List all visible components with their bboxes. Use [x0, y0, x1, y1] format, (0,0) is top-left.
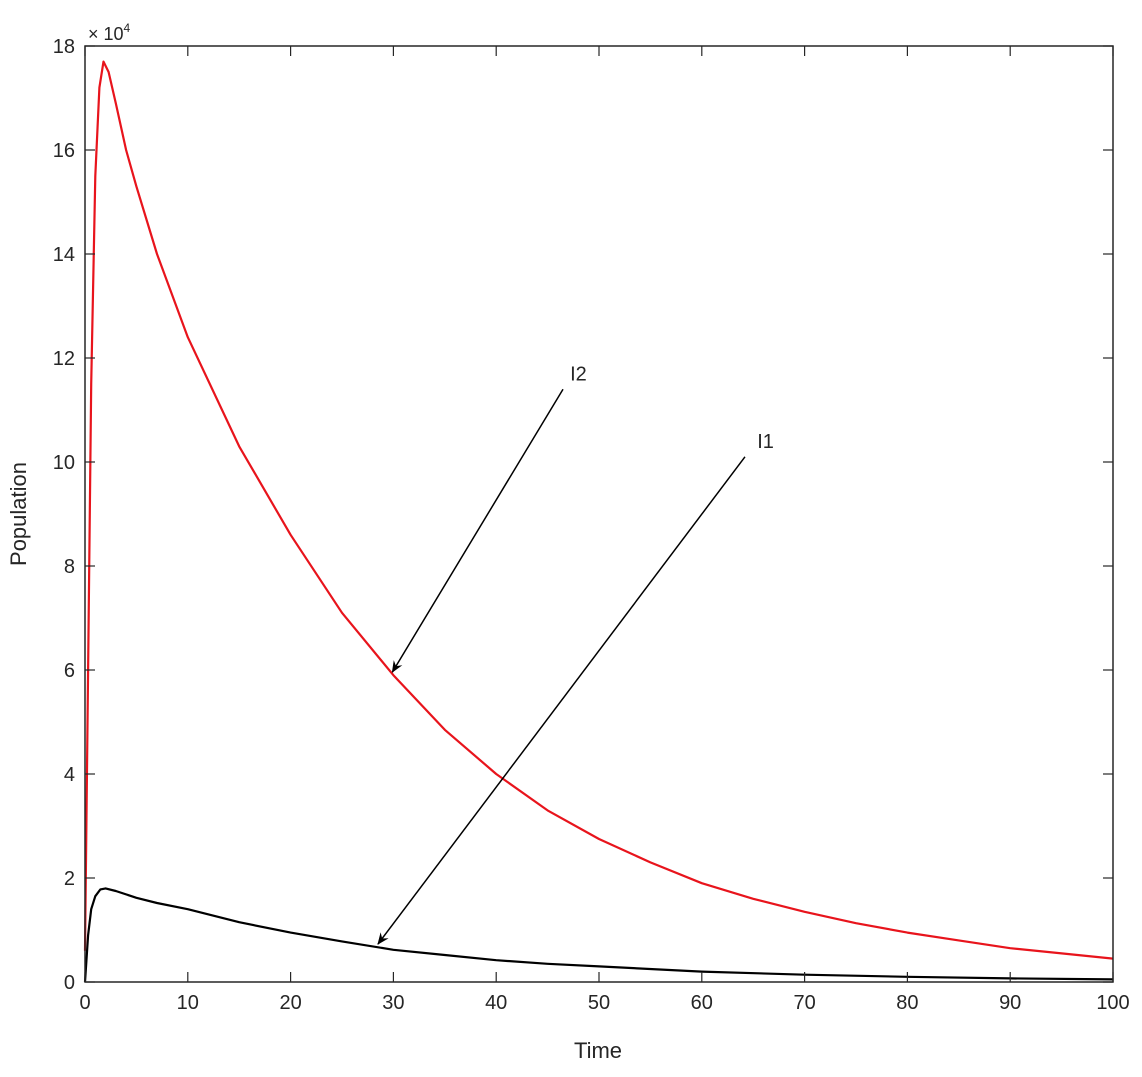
x-tick-label: 90 [999, 992, 1021, 1014]
y-exponent-label: × 104 [88, 21, 131, 44]
y-tick-label: 12 [53, 348, 75, 370]
y-tick-label: 8 [64, 556, 75, 578]
y-tick-label: 6 [64, 660, 75, 682]
y-axis-label: Population [6, 462, 31, 566]
y-exponent-power: 4 [124, 21, 131, 35]
y-tick-label: 10 [53, 452, 75, 474]
annotation-arrow-i2 [391, 388, 564, 673]
annotation-arrow-i1 [377, 456, 746, 945]
x-tick-label: 10 [177, 992, 199, 1014]
y-exponent-base: × 10 [88, 24, 124, 44]
annotation-label-i2: I2 [570, 364, 587, 386]
axes-box [84, 45, 1114, 983]
y-tick-label: 4 [64, 764, 75, 786]
x-tick-label: 20 [279, 992, 301, 1014]
x-tick-label: 40 [485, 992, 507, 1014]
x-tick-label: 100 [1096, 992, 1129, 1014]
x-tick-label: 80 [896, 992, 918, 1014]
y-tick-label: 0 [64, 972, 75, 994]
x-axis-label: Time [574, 1038, 622, 1063]
annotation-label-i1: I1 [757, 431, 774, 453]
x-tick-label: 60 [691, 992, 713, 1014]
y-tick-label: 14 [53, 244, 75, 266]
y-tick-label: 16 [53, 140, 75, 162]
x-tick-label: 30 [382, 992, 404, 1014]
x-tick-label: 0 [79, 992, 90, 1014]
series-line-i2 [83, 60, 1114, 960]
y-tick-label: 18 [53, 36, 75, 58]
y-tick-label: 2 [64, 868, 75, 890]
series-line-i1 [83, 887, 1114, 983]
x-tick-label: 70 [793, 992, 815, 1014]
x-tick-label: 50 [588, 992, 610, 1014]
